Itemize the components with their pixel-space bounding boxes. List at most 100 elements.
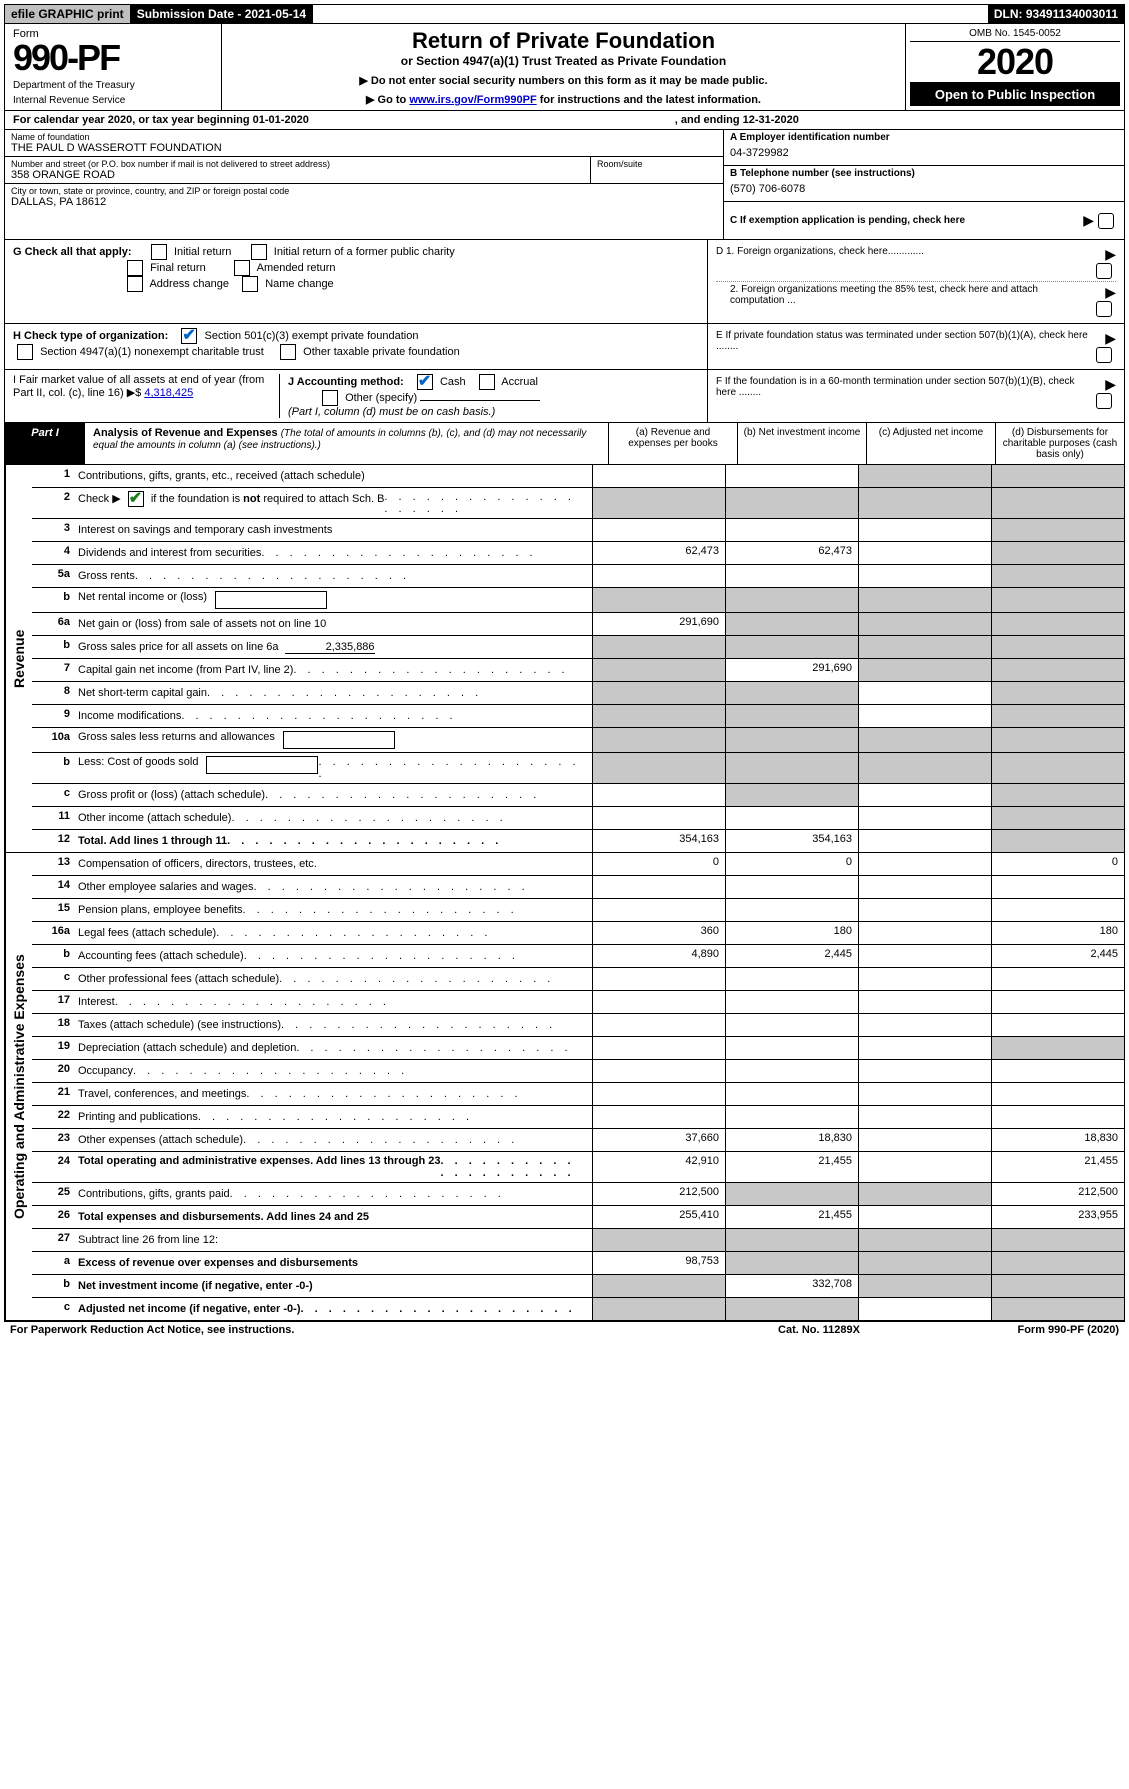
h3-label: Other taxable private foundation — [303, 346, 460, 358]
h-section: H Check type of organization: Section 50… — [5, 324, 708, 369]
data-cell: 354,163 — [726, 830, 859, 852]
addr-label: Number and street (or P.O. box number if… — [11, 159, 584, 169]
g1-checkbox[interactable] — [151, 244, 167, 260]
h-row2: Section 4947(a)(1) nonexempt charitable … — [13, 344, 699, 360]
d1-checkbox[interactable] — [1096, 263, 1112, 279]
col-c-head: (c) Adjusted net income — [867, 423, 996, 464]
data-cell — [859, 488, 992, 518]
data-cell — [859, 1152, 992, 1182]
data-cell — [726, 784, 859, 806]
data-cell: 21,455 — [726, 1206, 859, 1228]
table-row: 6aNet gain or (loss) from sale of assets… — [32, 613, 1124, 636]
cal-begin: For calendar year 2020, or tax year begi… — [13, 114, 675, 126]
street-cell: Number and street (or P.O. box number if… — [5, 157, 590, 184]
form-container: efile GRAPHIC print Submission Date - 20… — [4, 4, 1125, 1322]
f-checkbox[interactable] — [1096, 393, 1112, 409]
data-cell — [726, 1252, 859, 1274]
g-row3: Address change Name change — [13, 276, 699, 292]
data-cell — [859, 853, 992, 875]
c-checkbox[interactable] — [1098, 213, 1114, 229]
line-number: 10a — [32, 728, 74, 752]
table-row: 26Total expenses and disbursements. Add … — [32, 1206, 1124, 1229]
line-number: 19 — [32, 1037, 74, 1059]
h2-checkbox[interactable] — [17, 344, 33, 360]
line-description: Depreciation (attach schedule) and deple… — [74, 1037, 593, 1059]
d2-item: 2. Foreign organizations meeting the 85%… — [716, 282, 1116, 319]
d-section: D 1. Foreign organizations, check here..… — [708, 240, 1124, 323]
data-cell — [726, 899, 859, 921]
efile-label: efile GRAPHIC print — [5, 5, 131, 23]
data-cell: 180 — [726, 922, 859, 944]
info-right: A Employer identification number 04-3729… — [723, 130, 1124, 239]
table-row: cAdjusted net income (if negative, enter… — [32, 1298, 1124, 1320]
g2-label: Initial return of a former public charit… — [274, 246, 455, 258]
h1-checkbox[interactable] — [181, 328, 197, 344]
data-cell — [593, 682, 726, 704]
line-description: Excess of revenue over expenses and disb… — [74, 1252, 593, 1274]
j2-checkbox[interactable] — [479, 374, 495, 390]
line-description: Check ▶ if the foundation is not require… — [74, 488, 593, 518]
form-number: 990-PF — [13, 40, 213, 76]
data-cell — [726, 1014, 859, 1036]
g1-label: Initial return — [174, 246, 231, 258]
data-cell — [726, 636, 859, 658]
data-cell — [859, 542, 992, 564]
data-cell — [992, 968, 1124, 990]
i-value: 4,318,425 — [144, 387, 193, 399]
inline-box — [215, 591, 327, 609]
room-label: Room/suite — [597, 159, 717, 169]
g6-checkbox[interactable] — [242, 276, 258, 292]
g4-checkbox[interactable] — [234, 260, 250, 276]
data-cell — [992, 876, 1124, 898]
table-row: 27Subtract line 26 from line 12: — [32, 1229, 1124, 1252]
h3-checkbox[interactable] — [280, 344, 296, 360]
data-cell: 62,473 — [726, 542, 859, 564]
data-cell: 354,163 — [593, 830, 726, 852]
irs-label: Internal Revenue Service — [13, 95, 213, 106]
data-cell — [593, 519, 726, 541]
data-cell: 98,753 — [593, 1252, 726, 1274]
line-number: 18 — [32, 1014, 74, 1036]
data-cell: 360 — [593, 922, 726, 944]
j3-checkbox[interactable] — [322, 390, 338, 406]
data-cell — [593, 1298, 726, 1320]
sch-b-checkbox[interactable] — [128, 491, 144, 507]
notice-2: ▶ Go to www.irs.gov/Form990PF for instru… — [228, 93, 899, 106]
notice-2-link[interactable]: www.irs.gov/Form990PF — [409, 94, 536, 106]
data-cell — [992, 991, 1124, 1013]
top-bar: efile GRAPHIC print Submission Date - 20… — [5, 5, 1124, 24]
line-number: 4 — [32, 542, 74, 564]
e-checkbox[interactable] — [1096, 347, 1112, 363]
data-cell — [726, 991, 859, 1013]
part1-label: Part I — [5, 423, 85, 464]
data-cell — [593, 1083, 726, 1105]
f-item: F If the foundation is in a 60-month ter… — [716, 374, 1116, 411]
table-row: 19Depreciation (attach schedule) and dep… — [32, 1037, 1124, 1060]
data-cell — [992, 830, 1124, 852]
line-description: Taxes (attach schedule) (see instruction… — [74, 1014, 593, 1036]
j1-checkbox[interactable] — [417, 374, 433, 390]
line-description: Gross sales price for all assets on line… — [74, 636, 593, 658]
data-cell — [593, 659, 726, 681]
d2-checkbox[interactable] — [1096, 301, 1112, 317]
j2-label: Accrual — [501, 376, 538, 388]
section-g-d: G Check all that apply: Initial return I… — [5, 240, 1124, 324]
data-cell — [992, 636, 1124, 658]
open-public: Open to Public Inspection — [910, 83, 1120, 106]
data-cell — [859, 1083, 992, 1105]
data-cell — [593, 1229, 726, 1251]
data-cell: 332,708 — [726, 1275, 859, 1297]
data-cell — [992, 1083, 1124, 1105]
line-number: 25 — [32, 1183, 74, 1205]
table-row: bNet rental income or (loss) — [32, 588, 1124, 613]
data-cell — [726, 1298, 859, 1320]
data-cell — [992, 728, 1124, 752]
g2-checkbox[interactable] — [251, 244, 267, 260]
g5-checkbox[interactable] — [127, 276, 143, 292]
data-cell: 0 — [726, 853, 859, 875]
table-row: 13Compensation of officers, directors, t… — [32, 853, 1124, 876]
data-cell — [859, 1106, 992, 1128]
ein-label: A Employer identification number — [730, 132, 1118, 143]
g3-checkbox[interactable] — [127, 260, 143, 276]
table-row: 21Travel, conferences, and meetings . . … — [32, 1083, 1124, 1106]
